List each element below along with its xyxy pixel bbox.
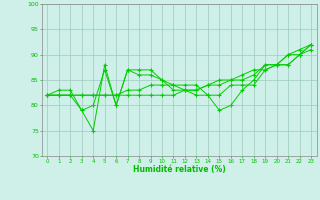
- X-axis label: Humidité relative (%): Humidité relative (%): [133, 165, 226, 174]
